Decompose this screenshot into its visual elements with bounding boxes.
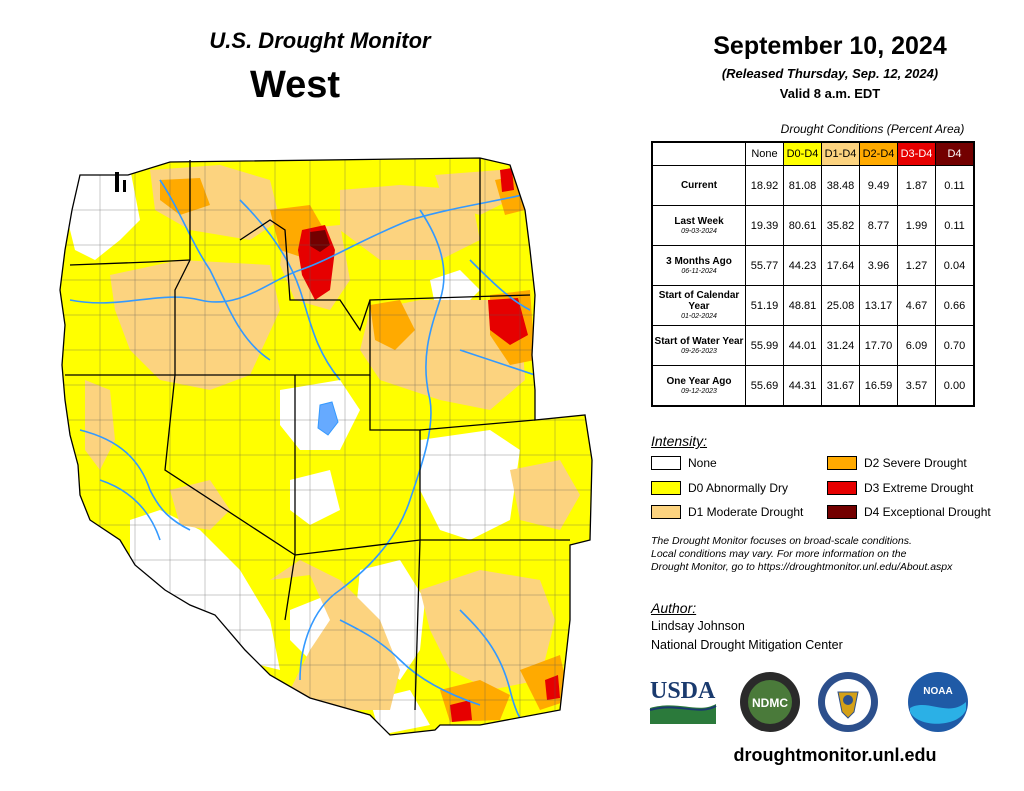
table-row: 3 Months Ago 06-11-2024 55.77 44.23 17.64… xyxy=(651,245,975,286)
table-cell: 0.70 xyxy=(935,325,975,366)
col-header-d3-d4: D3-D4 xyxy=(897,141,936,166)
table-row: Current 18.92 81.08 38.48 9.49 1.87 0.11 xyxy=(651,165,975,206)
note-line: Drought Monitor, go to https://droughtmo… xyxy=(651,561,953,573)
table-corner xyxy=(652,142,746,166)
legend-label: D3 Extreme Drought xyxy=(864,481,974,495)
table-cell: 8.77 xyxy=(859,205,898,246)
legend-swatch xyxy=(827,505,857,519)
legend-label: D0 Abnormally Dry xyxy=(688,481,789,495)
svg-text:USDA: USDA xyxy=(650,678,716,704)
table-cell: 80.61 xyxy=(783,205,822,246)
footer-url[interactable]: droughtmonitor.unl.edu xyxy=(733,745,937,765)
conditions-caption: Drought Conditions (Percent Area) xyxy=(780,122,965,136)
row-label: Last Week 09-03-2024 xyxy=(651,205,746,246)
table-row: Start of Calendar Year 01-02-2024 51.19 4… xyxy=(651,285,975,326)
col-header-d1-d4: D1-D4 xyxy=(821,141,860,166)
legend-label: D4 Exceptional Drought xyxy=(864,505,991,519)
col-header-d0-d4: D0-D4 xyxy=(783,141,822,166)
table-cell: 44.01 xyxy=(783,325,822,366)
legend-item-d2: D2 Severe Drought xyxy=(827,456,967,470)
table-cell: 44.31 xyxy=(783,365,822,407)
map-title: U.S. Drought Monitor xyxy=(209,28,431,53)
table-cell: 19.39 xyxy=(745,205,784,246)
legend-label: None xyxy=(688,456,717,470)
col-header-none: None xyxy=(745,141,784,166)
table-cell: 13.17 xyxy=(859,285,898,326)
legend-label: D2 Severe Drought xyxy=(864,456,967,470)
table-cell: 55.77 xyxy=(745,245,784,286)
legend-swatch xyxy=(651,456,681,470)
table-cell: 0.04 xyxy=(935,245,975,286)
svg-text:NOAA: NOAA xyxy=(923,686,952,697)
table-cell: 0.11 xyxy=(935,205,975,246)
legend-swatch xyxy=(651,505,681,519)
table-cell: 18.92 xyxy=(745,165,784,206)
author-title: Author: xyxy=(651,600,697,616)
table-cell: 0.11 xyxy=(935,165,975,206)
legend-item-d1: D1 Moderate Drought xyxy=(651,505,803,519)
legend-item-none: None xyxy=(651,456,717,470)
table-cell: 9.49 xyxy=(859,165,898,206)
drought-map xyxy=(59,157,593,736)
ndmc-logo: NDMC xyxy=(740,672,800,732)
table-cell: 16.59 xyxy=(859,365,898,407)
table-cell: 44.23 xyxy=(783,245,822,286)
table-cell: 3.96 xyxy=(859,245,898,286)
row-label: 3 Months Ago 06-11-2024 xyxy=(651,245,746,286)
legend-item-d3: D3 Extreme Drought xyxy=(827,481,973,495)
legend-label: D1 Moderate Drought xyxy=(688,505,804,519)
table-cell: 31.24 xyxy=(821,325,860,366)
table-cell: 81.08 xyxy=(783,165,822,206)
commerce-seal-logo xyxy=(818,672,878,732)
noaa-logo: NOAA xyxy=(908,672,968,732)
agency-logos: USDA NDMC NOAA xyxy=(649,672,968,732)
drought-conditions-table: None D0-D4 D1-D4 D2-D4 D3-D4 D4 Current … xyxy=(651,141,975,407)
table-cell: 1.87 xyxy=(897,165,936,206)
table-cell: 1.27 xyxy=(897,245,936,286)
row-label: Current xyxy=(651,165,746,206)
release-date: (Released Thursday, Sep. 12, 2024) xyxy=(721,66,939,81)
table-cell: 1.99 xyxy=(897,205,936,246)
valid-time: Valid 8 a.m. EDT xyxy=(779,86,881,101)
table-row: Start of Water Year 09-26-2023 55.99 44.0… xyxy=(651,325,975,366)
table-cell: 17.64 xyxy=(821,245,860,286)
legend-item-d4: D4 Exceptional Drought xyxy=(827,505,991,519)
table-row: Last Week 09-03-2024 19.39 80.61 35.82 8.… xyxy=(651,205,975,246)
usda-logo: USDA xyxy=(649,678,717,724)
table-cell: 51.19 xyxy=(745,285,784,326)
legend-item-d0: D0 Abnormally Dry xyxy=(651,481,788,495)
row-label: Start of Water Year 09-26-2023 xyxy=(651,325,746,366)
table-cell: 17.70 xyxy=(859,325,898,366)
row-label: Start of Calendar Year 01-02-2024 xyxy=(651,285,746,326)
note-line: The Drought Monitor focuses on broad-sca… xyxy=(651,535,912,547)
author-name: Lindsay Johnson xyxy=(651,619,745,633)
author-organization: National Drought Mitigation Center xyxy=(651,638,843,652)
disclaimer-note: The Drought Monitor focuses on broad-sca… xyxy=(651,535,1021,574)
row-label: One Year Ago 09-12-2023 xyxy=(651,365,746,407)
table-cell: 38.48 xyxy=(821,165,860,206)
table-cell: 48.81 xyxy=(783,285,822,326)
table-cell: 3.57 xyxy=(897,365,936,407)
legend-title: Intensity: xyxy=(651,433,708,449)
table-cell: 6.09 xyxy=(897,325,936,366)
table-cell: 31.67 xyxy=(821,365,860,407)
col-header-d4: D4 xyxy=(935,141,975,166)
map-date: September 10, 2024 xyxy=(713,32,947,60)
table-row: One Year Ago 09-12-2023 55.69 44.31 31.67… xyxy=(651,365,975,407)
table-cell: 35.82 xyxy=(821,205,860,246)
table-cell: 55.99 xyxy=(745,325,784,366)
svg-text:NDMC: NDMC xyxy=(752,696,788,710)
legend-swatch xyxy=(651,481,681,495)
region-title: West xyxy=(249,64,341,106)
table-cell: 25.08 xyxy=(821,285,860,326)
legend-swatch xyxy=(827,456,857,470)
note-line: Local conditions may vary. For more info… xyxy=(651,548,907,560)
table-cell: 0.66 xyxy=(935,285,975,326)
legend-swatch xyxy=(827,481,857,495)
table-cell: 55.69 xyxy=(745,365,784,407)
table-cell: 0.00 xyxy=(935,365,975,407)
col-header-d2-d4: D2-D4 xyxy=(859,141,898,166)
table-cell: 4.67 xyxy=(897,285,936,326)
